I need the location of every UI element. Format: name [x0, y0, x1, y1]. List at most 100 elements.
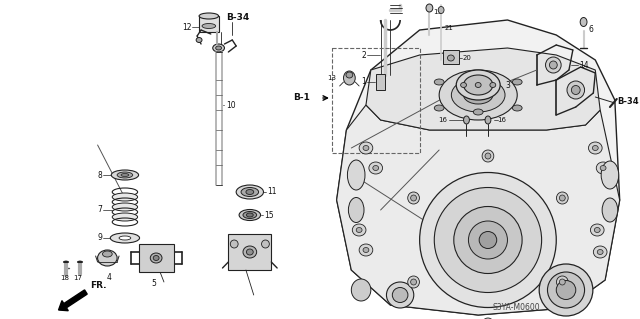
Ellipse shape — [572, 85, 580, 94]
Ellipse shape — [363, 145, 369, 151]
Text: 7: 7 — [97, 205, 102, 214]
Ellipse shape — [451, 78, 505, 112]
Ellipse shape — [593, 246, 607, 258]
Ellipse shape — [485, 153, 491, 159]
Ellipse shape — [216, 46, 221, 50]
Ellipse shape — [556, 280, 576, 300]
Ellipse shape — [243, 246, 257, 258]
Text: 14: 14 — [579, 61, 588, 70]
Ellipse shape — [408, 192, 419, 204]
Ellipse shape — [352, 224, 366, 236]
Ellipse shape — [117, 172, 132, 178]
Text: 9: 9 — [97, 234, 102, 242]
Ellipse shape — [539, 264, 593, 316]
Ellipse shape — [559, 279, 565, 285]
Ellipse shape — [547, 272, 584, 308]
Ellipse shape — [351, 279, 371, 301]
Ellipse shape — [545, 57, 561, 73]
Ellipse shape — [121, 174, 129, 176]
Ellipse shape — [246, 249, 253, 255]
Ellipse shape — [344, 71, 355, 85]
Ellipse shape — [591, 224, 604, 236]
Text: 8: 8 — [98, 170, 102, 180]
Ellipse shape — [468, 221, 508, 259]
Ellipse shape — [595, 227, 600, 233]
Ellipse shape — [153, 256, 159, 261]
Text: B-1: B-1 — [294, 93, 310, 102]
Bar — [443, 50, 459, 64]
Ellipse shape — [556, 276, 568, 288]
Ellipse shape — [411, 195, 417, 201]
Ellipse shape — [420, 173, 556, 308]
Ellipse shape — [580, 18, 587, 26]
Ellipse shape — [356, 227, 362, 233]
Text: 3: 3 — [506, 80, 510, 90]
Ellipse shape — [411, 279, 417, 285]
Ellipse shape — [435, 105, 444, 111]
Ellipse shape — [202, 24, 216, 28]
FancyArrow shape — [58, 290, 87, 311]
Text: 2: 2 — [361, 50, 366, 60]
Ellipse shape — [588, 142, 602, 154]
Text: 4: 4 — [107, 273, 112, 283]
Ellipse shape — [236, 185, 264, 199]
Ellipse shape — [463, 86, 493, 104]
Ellipse shape — [112, 213, 138, 221]
Bar — [139, 244, 173, 272]
Ellipse shape — [513, 105, 522, 111]
Ellipse shape — [597, 249, 603, 255]
Ellipse shape — [363, 248, 369, 253]
Ellipse shape — [435, 79, 444, 85]
Ellipse shape — [463, 116, 469, 124]
Text: 5: 5 — [152, 279, 157, 288]
Ellipse shape — [246, 213, 253, 217]
Ellipse shape — [426, 4, 433, 12]
Text: 16: 16 — [438, 117, 447, 123]
Ellipse shape — [102, 251, 112, 257]
Ellipse shape — [241, 188, 259, 197]
Ellipse shape — [559, 195, 565, 201]
Ellipse shape — [150, 253, 162, 263]
Bar — [199, 16, 219, 32]
Polygon shape — [337, 105, 620, 315]
Bar — [228, 234, 271, 270]
Text: 17: 17 — [74, 275, 83, 281]
Ellipse shape — [596, 162, 610, 174]
Text: 15: 15 — [264, 211, 274, 219]
Ellipse shape — [111, 170, 139, 180]
Ellipse shape — [601, 161, 619, 189]
Ellipse shape — [456, 70, 500, 100]
Ellipse shape — [348, 160, 365, 190]
Text: 16: 16 — [498, 117, 507, 123]
Text: 19: 19 — [433, 9, 442, 15]
Bar — [376, 74, 385, 90]
Ellipse shape — [485, 116, 491, 124]
Text: S3YA-M0600: S3YA-M0600 — [493, 302, 540, 311]
Ellipse shape — [243, 211, 257, 219]
Text: 10: 10 — [227, 100, 236, 109]
Ellipse shape — [556, 192, 568, 204]
Ellipse shape — [439, 70, 517, 120]
Ellipse shape — [513, 79, 522, 85]
Ellipse shape — [262, 240, 269, 248]
Ellipse shape — [476, 83, 481, 87]
Text: FR.: FR. — [90, 280, 106, 290]
Ellipse shape — [479, 232, 497, 249]
Ellipse shape — [359, 142, 372, 154]
Ellipse shape — [348, 197, 364, 222]
Polygon shape — [337, 20, 620, 315]
Ellipse shape — [387, 282, 414, 308]
Ellipse shape — [593, 145, 598, 151]
Ellipse shape — [230, 240, 238, 248]
Text: 11: 11 — [268, 188, 277, 197]
Ellipse shape — [567, 81, 584, 99]
Ellipse shape — [490, 83, 496, 87]
Ellipse shape — [408, 276, 419, 288]
Ellipse shape — [474, 75, 483, 81]
Text: 21: 21 — [445, 25, 454, 31]
Ellipse shape — [359, 244, 372, 256]
Ellipse shape — [199, 13, 219, 19]
Ellipse shape — [212, 44, 225, 52]
Ellipse shape — [112, 193, 138, 201]
Ellipse shape — [482, 318, 494, 319]
